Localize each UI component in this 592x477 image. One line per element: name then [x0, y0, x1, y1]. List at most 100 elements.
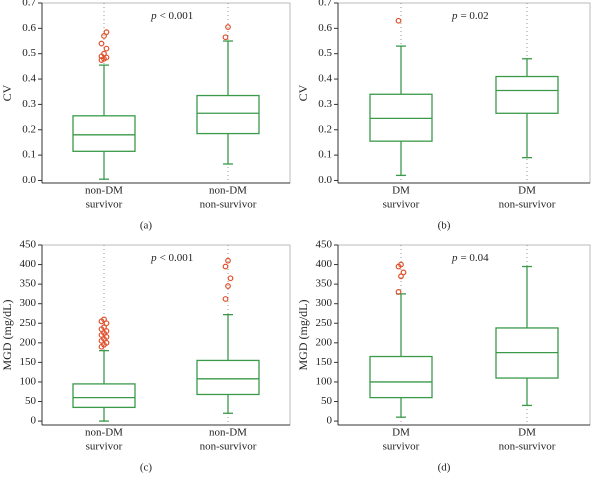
y-tick-label: 0.7: [22, 0, 36, 9]
outlier: [103, 320, 110, 327]
annotation-symbol: p: [150, 252, 157, 264]
box: [196, 94, 260, 135]
annotation: p = 0.02: [451, 10, 489, 22]
y-axis-label: CV: [296, 84, 310, 101]
outlier: [225, 24, 231, 30]
box: [72, 383, 136, 409]
annotation-text: < 0.001: [160, 252, 194, 264]
y-tick-label: 350: [316, 278, 333, 290]
y-tick-label: 150: [20, 356, 37, 368]
y-tick-label: 400: [316, 258, 333, 270]
panel-label: (c): [140, 462, 153, 474]
y-tick-label: 100: [20, 375, 37, 387]
outlier: [398, 273, 404, 280]
outlier: [101, 316, 107, 323]
outlier: [400, 269, 407, 276]
y-tick-label: 50: [321, 395, 333, 407]
box: [369, 355, 433, 399]
x-tick-label: DM: [392, 427, 410, 439]
y-axis-label: MGD (mg/dL): [0, 300, 14, 371]
annotation-symbol: p: [150, 10, 157, 22]
outlier: [101, 33, 107, 39]
outlier: [395, 289, 402, 295]
y-tick-label: 0.2: [22, 123, 36, 135]
outlier: [222, 34, 229, 41]
y-tick-label: 450: [20, 239, 37, 251]
x-tick-label: non-DM: [85, 427, 123, 439]
outlier: [103, 334, 110, 340]
y-tick-label: 0.7: [318, 0, 332, 9]
outlier: [101, 324, 107, 331]
y-tick-label: 300: [316, 297, 333, 309]
y-tick-label: 0.6: [318, 22, 332, 34]
outlier: [225, 283, 231, 289]
y-tick-label: 450: [316, 239, 333, 251]
y-tick-label: 50: [25, 395, 37, 407]
x-tick-label: non-DM: [85, 185, 123, 197]
box: [72, 115, 136, 152]
annotation-text: = 0.02: [460, 10, 488, 22]
annotation-text: = 0.04: [460, 252, 489, 264]
y-tick-label: 0.4: [22, 73, 36, 85]
outlier: [395, 17, 402, 24]
y-tick-label: 0.6: [22, 22, 36, 34]
panel-label: (d): [438, 462, 451, 474]
annotation-symbol: p: [451, 10, 458, 22]
annotation: p < 0.001: [150, 252, 193, 264]
y-tick-label: 350: [20, 278, 37, 290]
y-axis-label: MGD (mg/dL): [296, 300, 310, 371]
x-tick-label: DM: [518, 185, 536, 197]
y-tick-label: 0.0: [318, 174, 332, 186]
outlier: [103, 45, 110, 52]
annotation: p = 0.04: [451, 252, 489, 264]
outlier: [103, 328, 110, 334]
outlier: [227, 275, 234, 282]
outlier: [225, 257, 231, 264]
y-tick-label: 150: [316, 356, 333, 368]
y-axis-label: CV: [0, 84, 14, 101]
x-tick-label: non-survivor: [499, 199, 556, 211]
y-tick-label: 400: [20, 258, 37, 270]
annotation: p < 0.001: [150, 10, 193, 22]
y-tick-label: 0.1: [22, 149, 36, 161]
box: [196, 359, 260, 396]
plot-frame: [41, 2, 291, 184]
outlier: [103, 339, 110, 346]
x-tick-label: non-DM: [209, 427, 247, 439]
box: [495, 75, 559, 114]
annotation-symbol: p: [451, 252, 458, 264]
y-tick-label: 0.3: [318, 98, 332, 110]
outlier: [398, 261, 404, 268]
outlier: [222, 296, 229, 302]
x-tick-label: non-DM: [209, 185, 247, 197]
y-tick-label: 0.0: [22, 174, 36, 186]
outlier: [98, 40, 105, 47]
y-tick-label: 200: [20, 336, 37, 348]
y-tick-label: 0.1: [318, 149, 332, 161]
y-tick-label: 0.4: [318, 73, 332, 85]
x-tick-label: non-survivor: [200, 441, 257, 453]
panel-label: (b): [438, 220, 451, 232]
annotation-text: < 0.001: [160, 10, 194, 22]
outlier: [222, 263, 229, 270]
y-tick-label: 0: [31, 415, 37, 427]
y-tick-label: 100: [316, 375, 333, 387]
outlier: [103, 29, 110, 36]
outlier: [103, 54, 110, 61]
y-tick-label: 250: [316, 317, 333, 329]
x-tick-label: survivor: [86, 199, 123, 211]
x-tick-label: survivor: [383, 441, 420, 453]
x-tick-label: non-survivor: [200, 199, 257, 211]
panel-label: (a): [140, 220, 153, 232]
x-tick-label: survivor: [86, 441, 123, 453]
y-tick-label: 0: [327, 415, 333, 427]
y-tick-label: 0.5: [22, 47, 36, 59]
x-tick-label: DM: [518, 427, 536, 439]
x-tick-label: non-survivor: [499, 441, 556, 453]
y-tick-label: 0.5: [318, 47, 332, 59]
x-tick-label: DM: [392, 185, 410, 197]
y-tick-label: 200: [316, 336, 333, 348]
y-tick-label: 250: [20, 317, 37, 329]
y-tick-label: 300: [20, 297, 37, 309]
